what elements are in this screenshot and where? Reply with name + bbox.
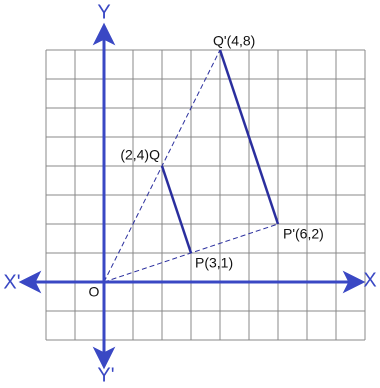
y-label: Y	[97, 1, 110, 23]
arrow	[92, 22, 116, 46]
y-neg-label: Y'	[97, 364, 114, 386]
arrow	[18, 270, 42, 294]
axes	[18, 22, 366, 370]
x-neg-label: X'	[3, 271, 20, 293]
point-label: (2,4)Q	[120, 147, 160, 163]
point-label: Q'(4,8)	[213, 33, 255, 49]
segments	[103, 49, 280, 283]
segment	[160, 165, 193, 254]
point-label: P(3,1)	[195, 255, 233, 271]
arrow	[92, 346, 116, 370]
origin-label: O	[89, 284, 100, 300]
segment	[218, 49, 280, 225]
arrow	[342, 270, 366, 294]
grid	[45, 49, 366, 341]
x-label: X	[363, 269, 376, 291]
point-label: P'(6,2)	[283, 226, 324, 242]
